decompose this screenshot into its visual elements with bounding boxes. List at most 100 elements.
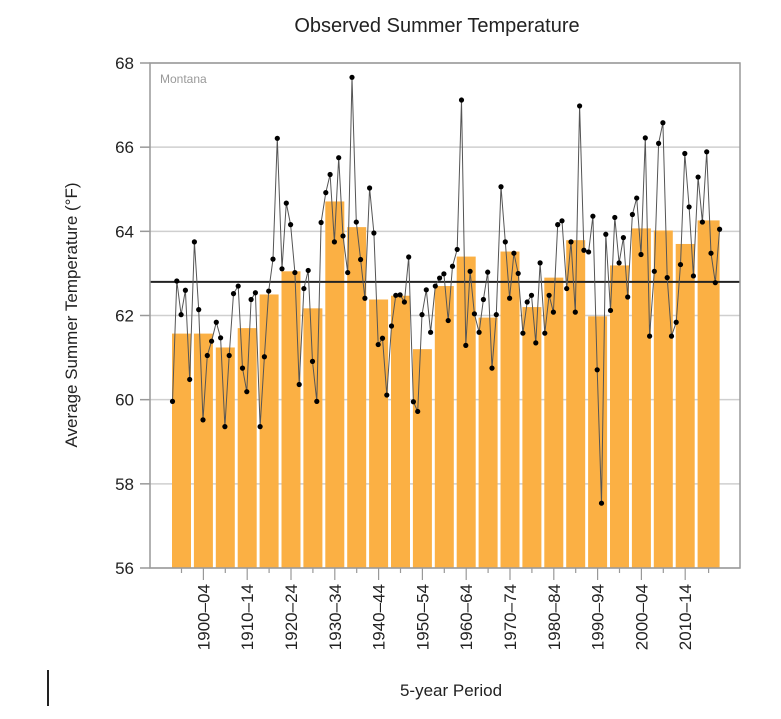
bar-1900–04 xyxy=(193,333,213,568)
bar-1905–09 xyxy=(215,347,235,568)
y-tick-label: 64 xyxy=(115,222,134,241)
annual-point-1984 xyxy=(559,218,565,224)
annual-point-1975 xyxy=(520,330,526,336)
annual-point-1910 xyxy=(235,283,241,289)
annual-point-1907 xyxy=(222,424,228,430)
annual-point-1949 xyxy=(406,254,412,260)
bar-1920–24 xyxy=(281,271,301,568)
bar-2005–09 xyxy=(653,230,673,568)
bar-1930–34 xyxy=(325,201,345,568)
x-tick-label: 1970–74 xyxy=(501,584,520,650)
text-cursor xyxy=(47,670,49,706)
plot-frame xyxy=(149,62,741,569)
annual-point-1899 xyxy=(187,376,193,383)
annual-point-2020 xyxy=(717,226,723,232)
annual-point-1992 xyxy=(594,367,600,373)
y-tick-label: 66 xyxy=(115,138,134,157)
annual-point-2006 xyxy=(656,140,662,146)
annual-point-1985 xyxy=(564,285,570,292)
y-tick-label: 58 xyxy=(115,475,134,494)
annual-point-1998 xyxy=(620,235,627,241)
annual-point-2005 xyxy=(651,268,657,274)
annual-point-1943 xyxy=(379,335,386,341)
annual-point-1923 xyxy=(292,269,298,276)
bars xyxy=(172,201,720,569)
annual-point-2002 xyxy=(638,251,644,258)
y-tick-label: 62 xyxy=(115,307,134,326)
annual-point-1950 xyxy=(410,399,416,405)
annual-point-2011 xyxy=(677,261,684,268)
annual-point-1976 xyxy=(524,299,530,305)
annual-point-1942 xyxy=(375,341,381,348)
x-tick-label: 2010–14 xyxy=(676,584,695,650)
bar-2015–20 xyxy=(697,220,720,568)
annual-point-1927 xyxy=(309,358,316,364)
annual-point-1904 xyxy=(209,338,215,344)
x-axis-label: 5-year Period xyxy=(400,681,502,700)
annual-point-1999 xyxy=(625,294,631,300)
annual-point-2016 xyxy=(699,219,706,225)
annual-point-1969 xyxy=(493,312,499,318)
annual-point-1934 xyxy=(340,233,346,239)
annual-point-1965 xyxy=(476,329,482,335)
annual-point-1900 xyxy=(191,239,197,245)
annual-point-1974 xyxy=(515,270,521,277)
annual-point-1991 xyxy=(590,213,596,219)
annual-point-1921 xyxy=(283,200,289,206)
annual-point-1926 xyxy=(305,267,311,274)
annual-point-1933 xyxy=(336,155,342,161)
annual-point-1929 xyxy=(318,219,324,226)
annual-point-1951 xyxy=(415,408,421,415)
annual-point-2008 xyxy=(664,275,670,281)
x-tick-label: 2000–04 xyxy=(632,584,651,650)
bar-1950–54 xyxy=(412,349,432,568)
annual-point-1947 xyxy=(397,292,403,298)
x-tick-label: 1960–64 xyxy=(457,584,476,650)
annual-point-2001 xyxy=(634,195,640,201)
annual-point-2017 xyxy=(704,149,710,155)
annual-point-1901 xyxy=(196,307,202,313)
bar-1960–64 xyxy=(456,256,476,568)
annual-point-1916 xyxy=(261,354,267,360)
bar-1965–69 xyxy=(478,317,498,568)
bar-1940–44 xyxy=(369,299,389,568)
annual-point-2013 xyxy=(686,204,692,210)
annual-point-1954 xyxy=(428,329,434,335)
annual-point-1983 xyxy=(555,222,561,228)
bar-1980–84 xyxy=(544,277,564,568)
x-tick-label: 1940–44 xyxy=(370,584,389,650)
x-tick-label: 1950–54 xyxy=(413,584,432,650)
annual-point-1911 xyxy=(239,365,246,371)
chart-title: Observed Summer Temperature xyxy=(294,15,579,37)
annual-point-1896 xyxy=(174,278,180,284)
annual-point-1993 xyxy=(598,500,605,506)
annual-point-1977 xyxy=(528,292,535,298)
annual-point-1956 xyxy=(437,275,443,281)
annual-point-2010 xyxy=(673,319,679,325)
annual-point-2015 xyxy=(695,174,701,180)
annual-point-2018 xyxy=(708,250,714,256)
annual-point-1913 xyxy=(248,296,254,303)
y-tick-label: 68 xyxy=(115,54,134,73)
annual-point-1897 xyxy=(178,312,184,318)
annual-point-1980 xyxy=(542,330,548,336)
annual-point-2007 xyxy=(660,120,666,126)
annual-point-1961 xyxy=(458,97,465,103)
annual-point-1895 xyxy=(169,398,176,404)
bar-1975–79 xyxy=(522,307,542,568)
annual-point-1898 xyxy=(182,287,188,293)
bar-2010–14 xyxy=(675,243,695,569)
annual-point-1917 xyxy=(266,288,272,294)
annual-point-1967 xyxy=(485,269,491,275)
annual-point-1971 xyxy=(502,239,508,245)
annual-point-2000 xyxy=(629,211,636,218)
x-tick-label: 1930–34 xyxy=(326,584,345,650)
annual-point-1920 xyxy=(279,266,285,272)
annual-point-1968 xyxy=(489,365,495,371)
state-annotation: Montana xyxy=(160,72,207,86)
bar-1935–39 xyxy=(347,227,367,568)
annual-point-2004 xyxy=(647,333,653,339)
annual-point-1953 xyxy=(423,287,429,293)
annual-point-2003 xyxy=(642,135,648,141)
